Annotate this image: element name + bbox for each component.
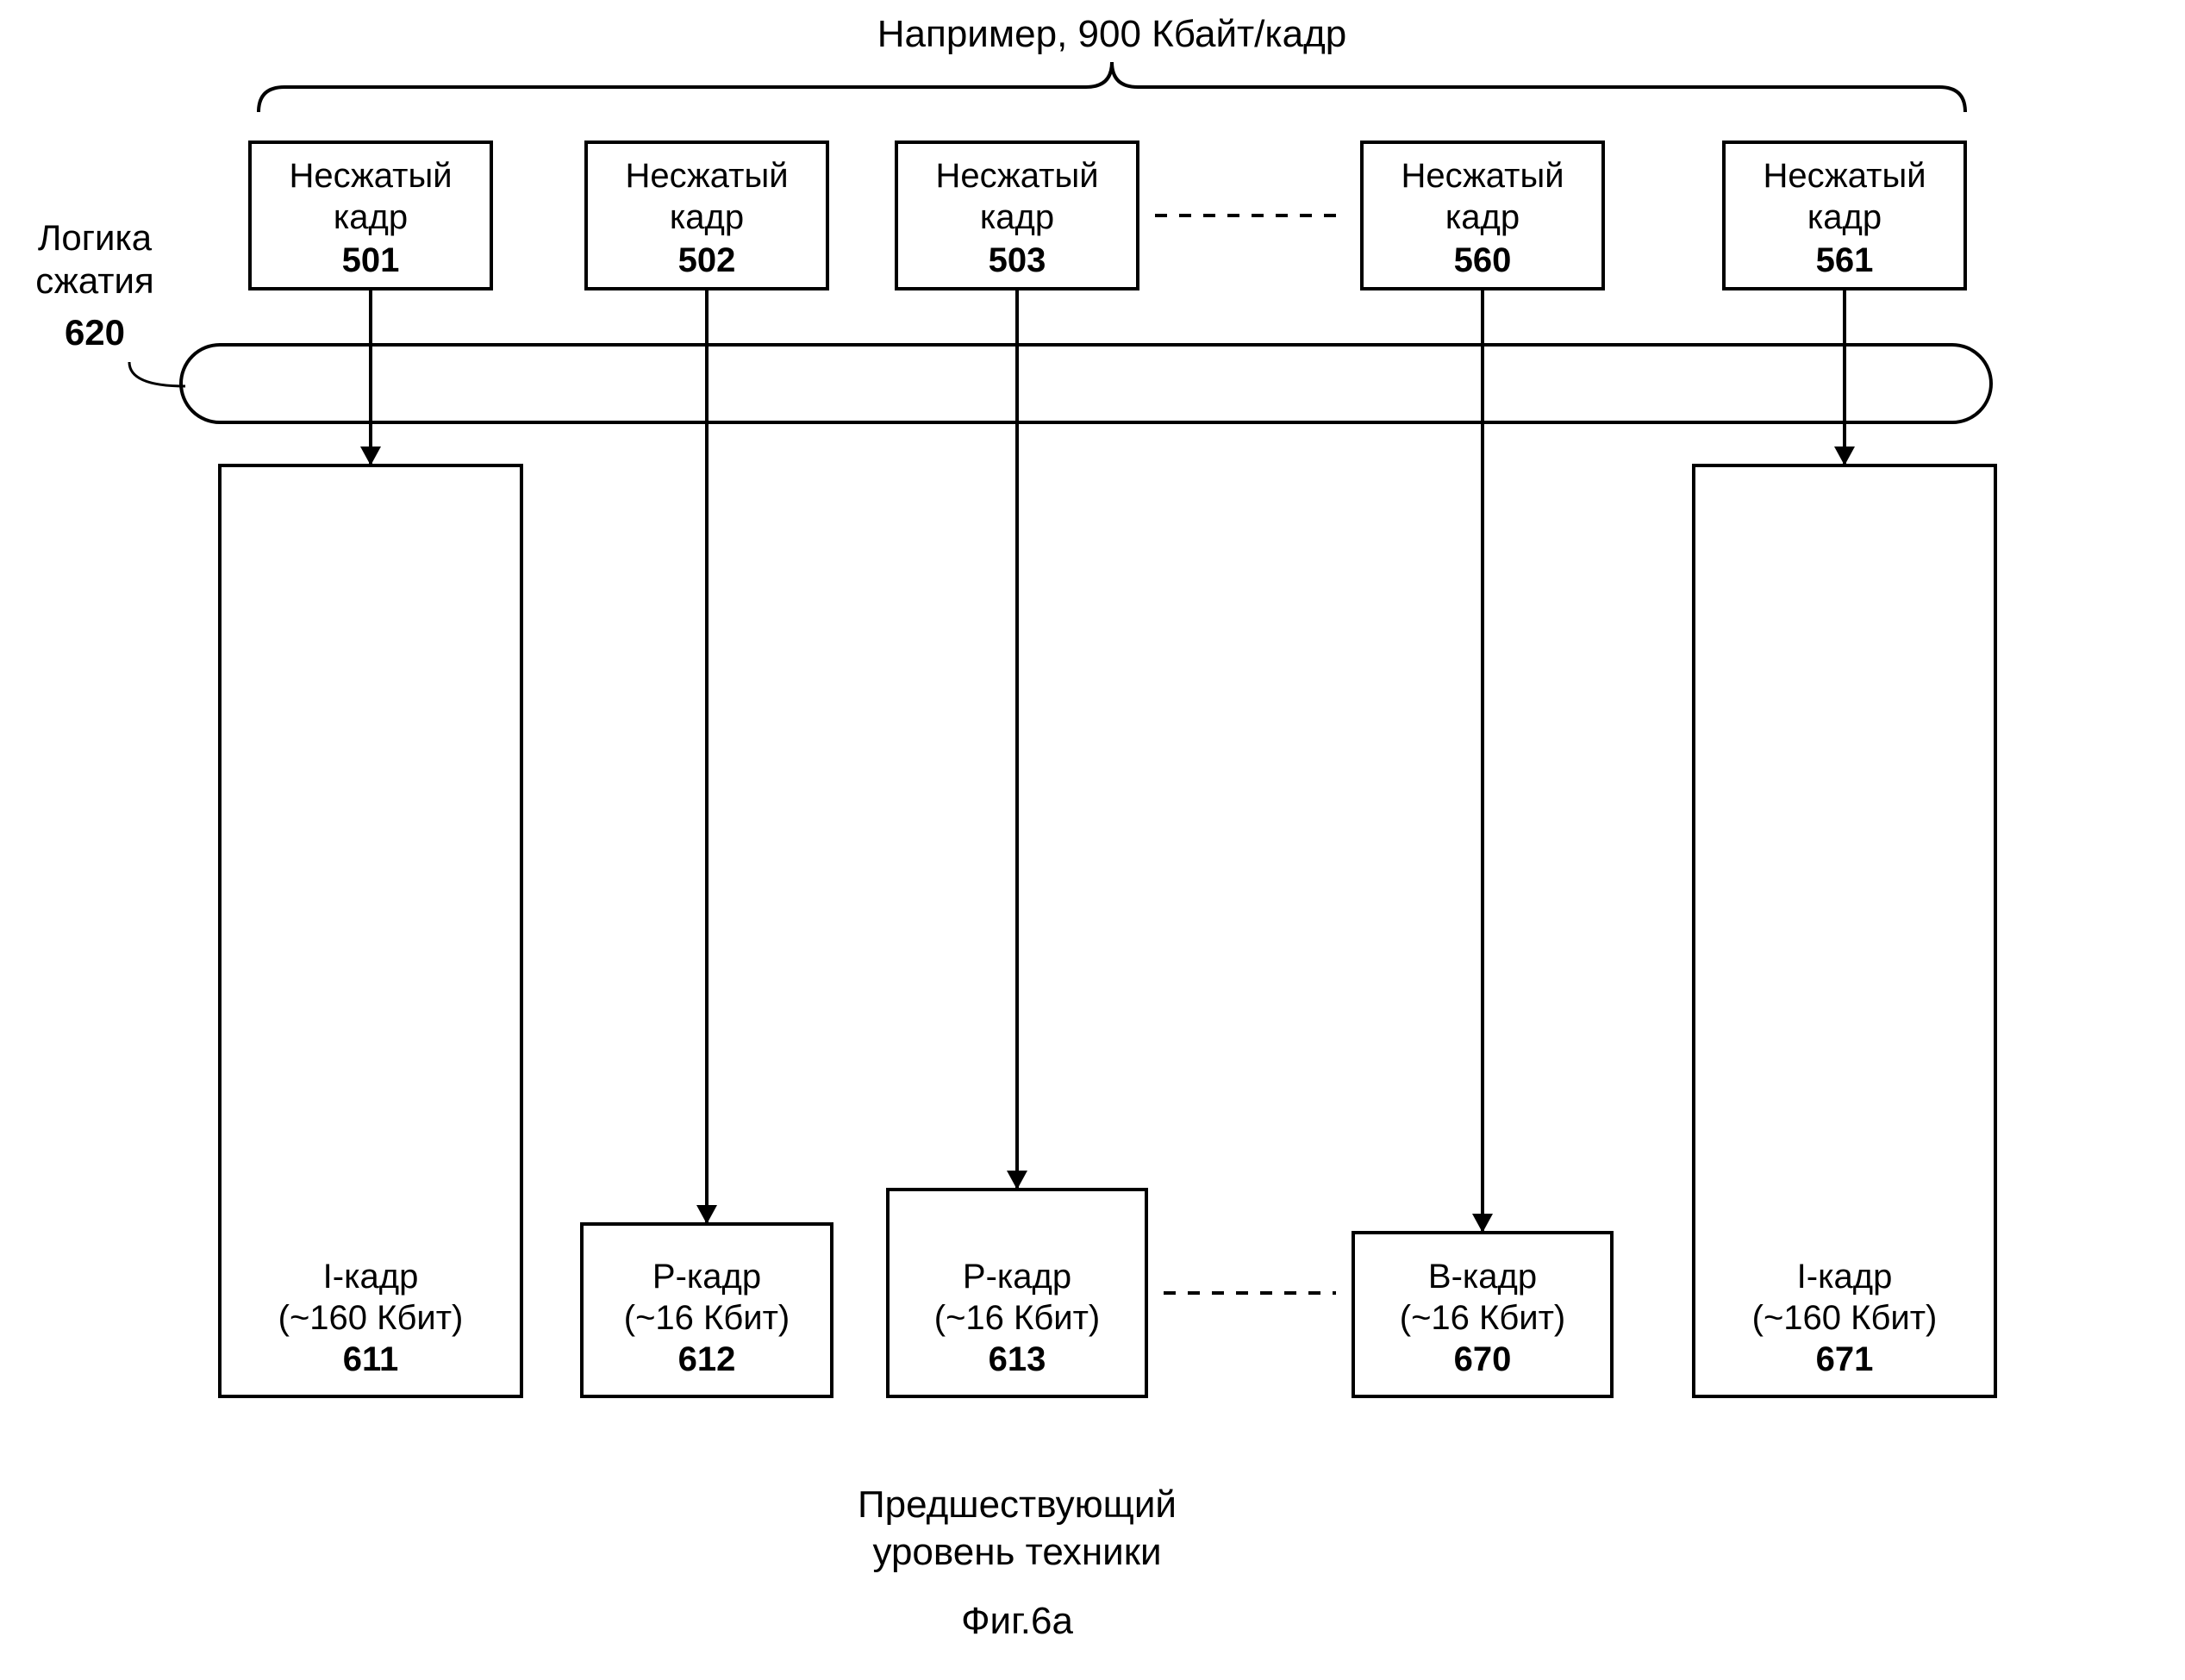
svg-text:Несжатый: Несжатый xyxy=(1763,157,1926,195)
svg-text:I-кадр: I-кадр xyxy=(1797,1258,1893,1296)
svg-text:кадр: кадр xyxy=(1807,198,1882,236)
svg-text:670: 670 xyxy=(1454,1340,1512,1378)
compress-logic-leader xyxy=(129,362,185,386)
svg-text:612: 612 xyxy=(678,1340,736,1378)
svg-text:Несжатый: Несжатый xyxy=(625,157,788,195)
svg-text:613: 613 xyxy=(989,1340,1046,1378)
svg-text:611: 611 xyxy=(343,1340,399,1378)
brace-top xyxy=(259,62,1965,112)
caption-line2: уровень техники xyxy=(872,1531,1161,1573)
svg-text:(~16 Кбит): (~16 Кбит) xyxy=(934,1299,1100,1337)
svg-text:кадр: кадр xyxy=(670,198,744,236)
svg-text:Несжатый: Несжатый xyxy=(1401,157,1564,195)
svg-text:P-кадр: P-кадр xyxy=(963,1258,1071,1296)
arrow-670 xyxy=(1472,289,1493,1233)
svg-text:560: 560 xyxy=(1454,241,1512,279)
svg-text:620: 620 xyxy=(65,312,125,353)
svg-text:(~160 Кбит): (~160 Кбит) xyxy=(1752,1299,1938,1337)
title-top: Например, 900 Кбайт/кадр xyxy=(877,13,1346,55)
svg-text:кадр: кадр xyxy=(1445,198,1520,236)
svg-text:Несжатый: Несжатый xyxy=(289,157,452,195)
arrow-612 xyxy=(696,289,717,1224)
svg-text:502: 502 xyxy=(678,241,736,279)
compressed-box-671 xyxy=(1694,465,1995,1396)
svg-text:кадр: кадр xyxy=(334,198,408,236)
svg-text:сжатия: сжатия xyxy=(35,260,153,301)
svg-text:501: 501 xyxy=(342,241,400,279)
svg-text:(~16 Кбит): (~16 Кбит) xyxy=(624,1299,790,1337)
caption-line1: Предшествующий xyxy=(858,1483,1177,1526)
compressed-box-611 xyxy=(220,465,521,1396)
svg-text:B-кадр: B-кадр xyxy=(1428,1258,1537,1296)
figure-label: Фиг.6а xyxy=(961,1600,1073,1642)
svg-text:P-кадр: P-кадр xyxy=(652,1258,761,1296)
svg-text:(~160 Кбит): (~160 Кбит) xyxy=(278,1299,464,1337)
svg-text:кадр: кадр xyxy=(980,198,1054,236)
svg-text:671: 671 xyxy=(1816,1340,1874,1378)
svg-text:503: 503 xyxy=(989,241,1046,279)
svg-text:561: 561 xyxy=(1816,241,1874,279)
compression-logic-bar xyxy=(181,345,1991,422)
svg-text:(~16 Кбит): (~16 Кбит) xyxy=(1400,1299,1565,1337)
compression-diagram: Например, 900 Кбайт/кадрНесжатыйкадр501Н… xyxy=(0,0,2185,1680)
svg-text:I-кадр: I-кадр xyxy=(323,1258,419,1296)
compress-logic-label: Логика xyxy=(38,217,153,258)
svg-text:Несжатый: Несжатый xyxy=(935,157,1098,195)
